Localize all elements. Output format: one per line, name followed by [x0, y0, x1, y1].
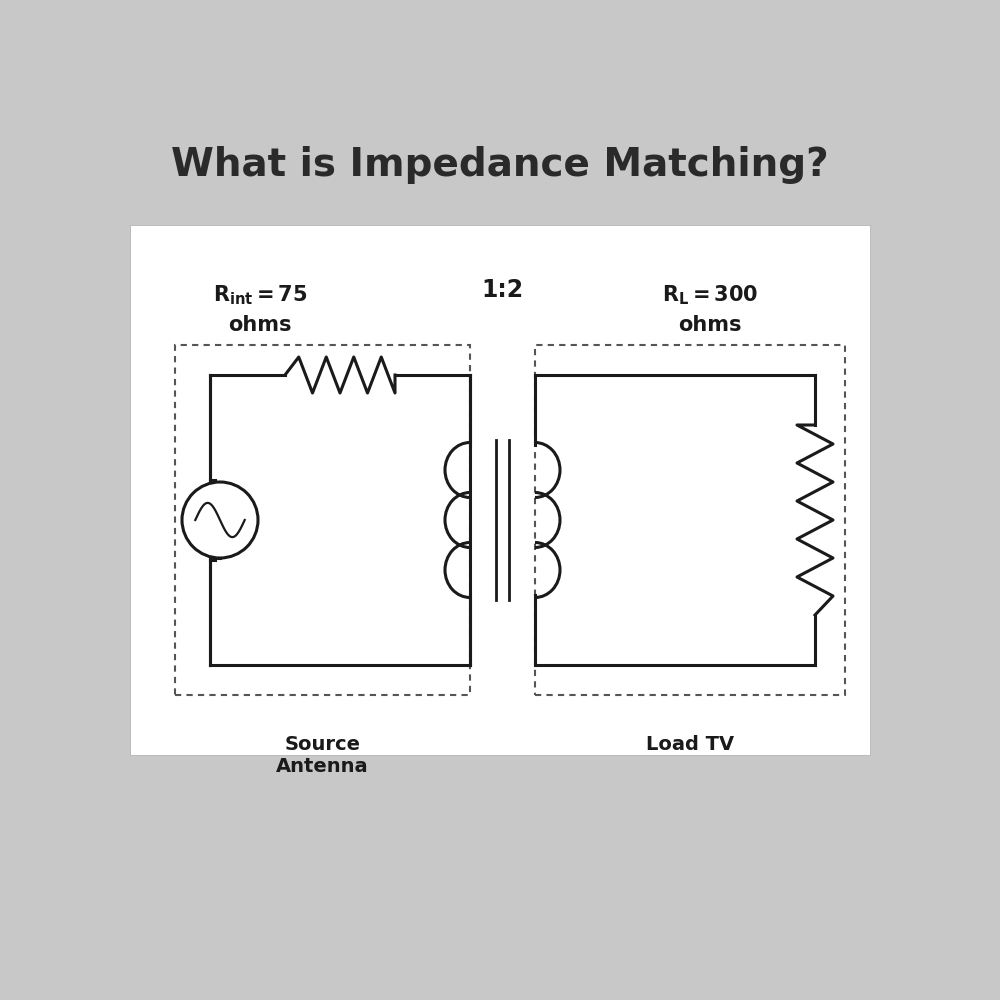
Text: ohms: ohms: [228, 315, 292, 335]
Text: ohms: ohms: [678, 315, 742, 335]
Text: Load TV: Load TV: [646, 735, 734, 754]
Text: 1:2: 1:2: [481, 278, 524, 302]
Circle shape: [182, 482, 258, 558]
Text: Source
Antenna: Source Antenna: [276, 735, 369, 776]
Text: $\mathbf{R_L}$$\mathbf{= 300}$: $\mathbf{R_L}$$\mathbf{= 300}$: [662, 283, 758, 307]
Text: $\mathbf{R_{int}}$$\mathbf{= 75}$: $\mathbf{R_{int}}$$\mathbf{= 75}$: [213, 283, 307, 307]
FancyBboxPatch shape: [130, 225, 870, 755]
Text: What is Impedance Matching?: What is Impedance Matching?: [171, 146, 829, 184]
